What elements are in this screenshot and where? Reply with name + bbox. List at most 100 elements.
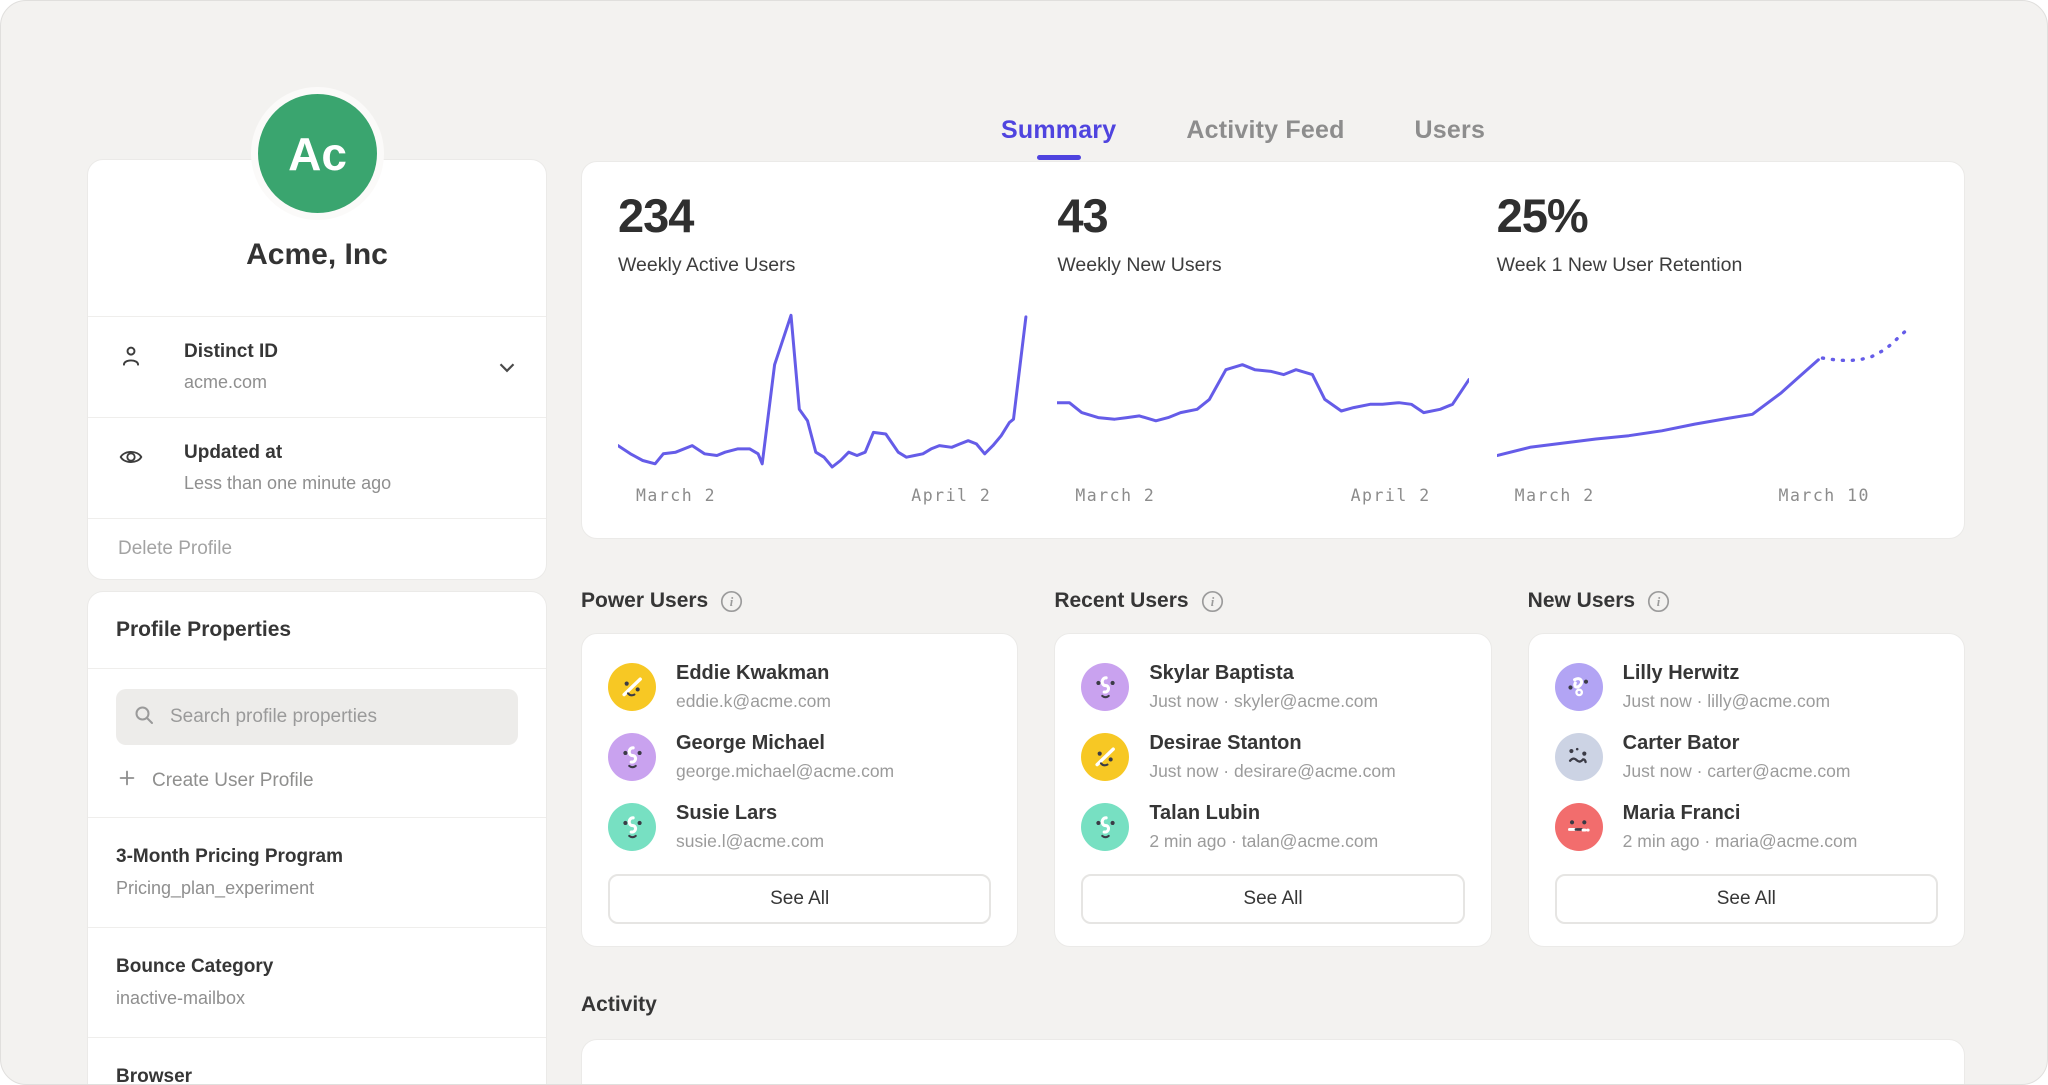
power-users-header: Power Users i: [581, 581, 1018, 621]
stat-label: Weekly Active Users: [618, 253, 796, 276]
updated-at-value: Less than one minute ago: [184, 473, 392, 493]
section-title: Power Users: [581, 589, 709, 612]
eye-icon: [118, 444, 144, 470]
stat-label: Week 1 New User Retention: [1496, 253, 1743, 276]
user-name: Susie Lars: [676, 802, 778, 824]
user-avatar: [1081, 803, 1130, 851]
updated-at-label: Updated at: [184, 442, 283, 463]
stat-value: 43: [1057, 189, 1108, 242]
activity-card: 234 940 3.4k: [581, 1039, 1965, 1084]
new-users-header: New Users i: [1528, 581, 1965, 621]
main-content: Summary Activity Feed Users 234 Weekly A…: [581, 1, 1965, 1084]
power-users-card: Eddie Kwakman eddie.k@acme.com George Mi…: [581, 633, 1019, 947]
user-sections: Power Users i Eddie Kwakman eddie.k@acme…: [581, 581, 1965, 947]
info-icon[interactable]: i: [1201, 590, 1224, 613]
see-all-button[interactable]: See All: [1081, 874, 1465, 924]
user-list-item[interactable]: Talan Lubin 2 min ago · talan@acme.com: [1081, 802, 1464, 852]
property-name: Browser: [116, 1066, 193, 1085]
property-name: 3-Month Pricing Program: [116, 846, 343, 867]
search-input[interactable]: [168, 705, 502, 729]
chevron-down-icon[interactable]: [494, 354, 520, 380]
see-all-button[interactable]: See All: [608, 874, 992, 924]
property-value: Pricing_plan_experiment: [116, 878, 315, 898]
user-name: Lilly Herwitz: [1622, 662, 1740, 684]
svg-text:i: i: [730, 594, 734, 608]
sparkline-chart: [1496, 326, 1909, 457]
svg-text:i: i: [1657, 594, 1661, 608]
property-row[interactable]: 3-Month Pricing Program Pricing_plan_exp…: [88, 817, 546, 927]
user-meta: Just now · carter@acme.com: [1622, 761, 1851, 781]
section-title: Recent Users: [1054, 589, 1189, 612]
user-name: Desirae Stanton: [1149, 732, 1302, 754]
info-icon[interactable]: i: [1647, 590, 1670, 613]
updated-at-row: Updated at Less than one minute ago: [88, 417, 546, 518]
delete-profile-button[interactable]: Delete Profile: [88, 518, 546, 579]
person-icon: [118, 343, 144, 369]
user-avatar: [608, 663, 656, 711]
property-value: inactive-mailbox: [116, 988, 246, 1008]
profile-summary-card: Acme, Inc Distinct ID acme.com: [87, 159, 547, 580]
stat-week1-retention: 25% Week 1 New User Retention March 2 Ma…: [1493, 190, 1932, 538]
user-list-item[interactable]: George Michael george.michael@acme.com: [608, 732, 991, 782]
activity-metric: 234: [614, 1078, 1053, 1084]
activity-metric: 940: [1053, 1078, 1492, 1084]
user-meta: Just now · lilly@acme.com: [1622, 691, 1831, 711]
user-meta: 2 min ago · maria@acme.com: [1622, 831, 1858, 851]
stat-weekly-new-users: 43 Weekly New Users March 2 April 2: [1053, 190, 1492, 538]
axis-label-end: April 2: [911, 485, 992, 505]
property-row[interactable]: Bounce Category inactive-mailbox: [88, 927, 546, 1037]
search-icon: [132, 703, 156, 732]
user-list-item[interactable]: Skylar Baptista Just now · skyler@acme.c…: [1081, 662, 1464, 712]
stat-label: Weekly New Users: [1057, 253, 1222, 276]
recent-users-section: Recent Users i Skylar Baptista Just now …: [1054, 581, 1492, 947]
see-all-button[interactable]: See All: [1554, 874, 1938, 924]
stat-weekly-active-users: 234 Weekly Active Users March 2 April 2: [614, 190, 1053, 538]
user-avatar: [608, 803, 656, 851]
tab-activity-feed[interactable]: Activity Feed: [1186, 116, 1345, 144]
stats-card: 234 Weekly Active Users March 2 April 2 …: [581, 161, 1965, 539]
user-name: George Michael: [676, 732, 825, 754]
user-list-item[interactable]: Susie Lars susie.l@acme.com: [608, 802, 991, 852]
axis-label-start: March 2: [1514, 485, 1595, 505]
recent-users-header: Recent Users i: [1054, 581, 1491, 621]
user-avatar: [1081, 733, 1130, 781]
user-name: Eddie Kwakman: [676, 662, 830, 684]
user-meta: george.michael@acme.com: [676, 761, 895, 781]
profile-properties-title: Profile Properties: [88, 592, 546, 669]
axis-label-start: March 2: [1075, 485, 1156, 505]
tab-users[interactable]: Users: [1414, 116, 1486, 144]
activity-title: Activity: [581, 993, 657, 1016]
user-name: Maria Franci: [1622, 802, 1741, 824]
user-list-item[interactable]: Maria Franci 2 min ago · maria@acme.com: [1554, 802, 1938, 852]
user-name: Carter Bator: [1622, 732, 1740, 754]
section-title: New Users: [1527, 589, 1636, 612]
user-list-item[interactable]: Eddie Kwakman eddie.k@acme.com: [608, 662, 991, 712]
user-meta: 2 min ago · talan@acme.com: [1149, 831, 1379, 851]
user-meta: eddie.k@acme.com: [676, 691, 831, 711]
svg-text:i: i: [1210, 594, 1214, 608]
distinct-id-row: Distinct ID acme.com: [88, 316, 546, 417]
user-meta: Just now · desirare@acme.com: [1149, 761, 1396, 781]
user-list-item[interactable]: Lilly Herwitz Just now · lilly@acme.com: [1554, 662, 1938, 712]
stat-value: 234: [618, 189, 694, 242]
user-avatar: [1554, 663, 1603, 711]
new-users-section: New Users i Lilly Herwitz Just now · lil…: [1527, 581, 1965, 947]
tab-summary[interactable]: Summary: [1001, 116, 1117, 144]
create-user-profile-button[interactable]: Create User Profile: [116, 767, 518, 795]
company-name: Acme, Inc: [246, 238, 388, 271]
user-list-item[interactable]: Desirae Stanton Just now · desirare@acme…: [1081, 732, 1464, 782]
user-list-item[interactable]: Carter Bator Just now · carter@acme.com: [1554, 732, 1938, 782]
stat-value: 25%: [1496, 189, 1589, 242]
distinct-id-value: acme.com: [184, 372, 268, 392]
activity-section: Activity 234 940 3.4k: [581, 993, 1965, 1084]
user-avatar: [608, 733, 656, 781]
activity-metric: 3.4k: [1493, 1078, 1932, 1084]
axis-label-end: April 2: [1350, 485, 1431, 505]
user-meta: Just now · skyler@acme.com: [1149, 691, 1379, 711]
user-meta: susie.l@acme.com: [676, 831, 825, 851]
property-row[interactable]: Browser Chrome: [88, 1037, 546, 1085]
new-users-card: Lilly Herwitz Just now · lilly@acme.com …: [1527, 633, 1965, 947]
sparkline-chart: [1057, 362, 1470, 422]
info-icon[interactable]: i: [720, 590, 743, 613]
